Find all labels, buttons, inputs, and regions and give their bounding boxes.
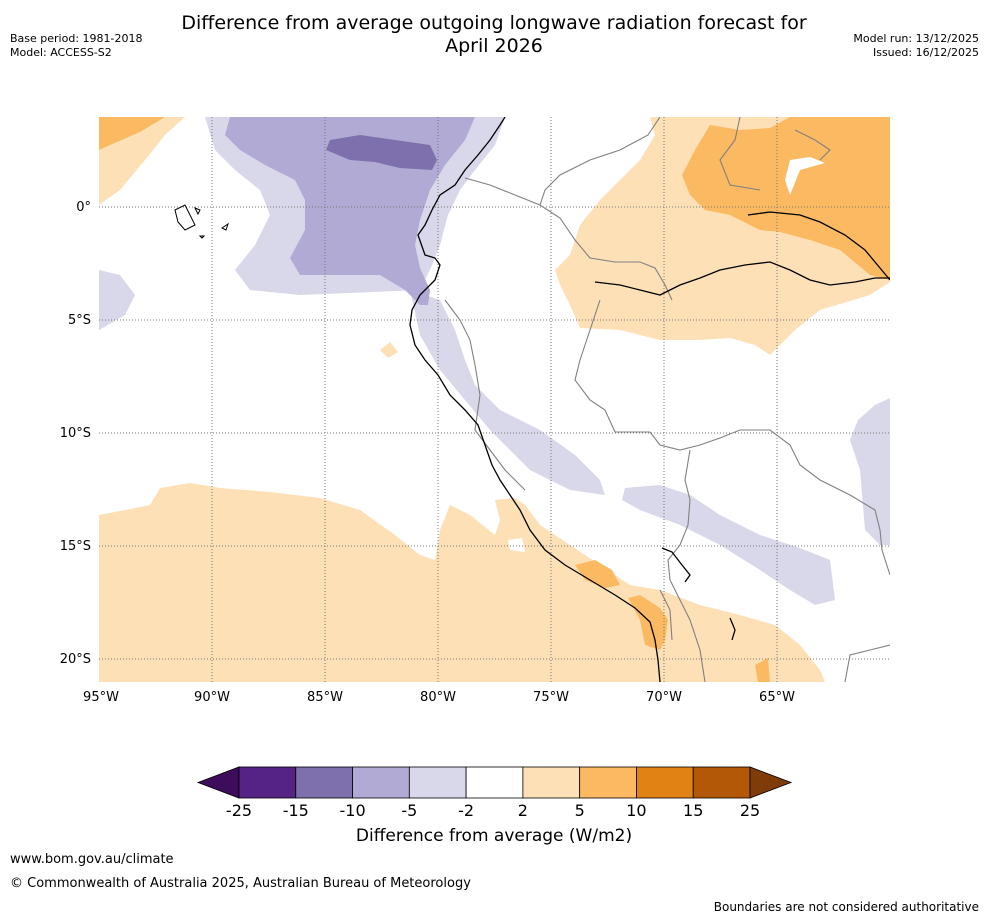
colorbar-tick-label: -25 [226, 801, 252, 820]
anomaly-white-hole [508, 538, 525, 552]
anomaly-mid-orange-s2 [628, 595, 668, 650]
anomaly-mid-orange-nw [99, 117, 165, 150]
colorbar-segment [238, 766, 297, 799]
lon-label-75w: 75°W [533, 690, 569, 705]
anomaly-mid-orange-s1 [575, 560, 620, 588]
colorbar-segment [636, 766, 694, 799]
anomaly-light-purple-coast [410, 290, 605, 495]
colorbar-title: Difference from average (W/m2) [355, 826, 633, 846]
title-line-2: April 2026 [445, 35, 543, 57]
colorbar-tick-label: 10 [626, 801, 646, 820]
map-area [99, 117, 890, 682]
anomaly-white-notch [785, 157, 825, 195]
colorbar-tick-label: 5 [575, 801, 585, 820]
colorbar-segment [579, 766, 637, 799]
anomaly-small-orange-patch [380, 342, 398, 358]
colorbar-segment [465, 766, 524, 799]
anomaly-mid-orange-ne [682, 117, 890, 280]
lon-label-90w: 90°W [194, 690, 230, 705]
footer-note: Boundaries are not considered authoritat… [713, 900, 979, 914]
colorbar-tick-label: 2 [518, 801, 528, 820]
anomaly-light-purple-east-edge [850, 398, 890, 545]
model-run: Model run: 13/12/2025 [853, 32, 979, 45]
meta-right: Model run: 13/12/2025 Issued: 16/12/2025 [853, 32, 979, 60]
base-period: Base period: 1981-2018 [10, 32, 143, 45]
colorbar: -25 -15 -10 -5 -2 2 5 10 15 25 [196, 766, 793, 820]
lat-label-5s: 5°S [68, 313, 91, 328]
chart-title: Difference from average outgoing longwav… [0, 12, 988, 58]
footer-copyright: © Commonwealth of Australia 2025, Austra… [10, 876, 471, 891]
lat-label-20s: 20°S [60, 652, 91, 667]
country-borders [444, 117, 890, 682]
galapagos-islands [174, 204, 229, 239]
colorbar-arrow-low [196, 766, 240, 799]
colorbar-tick-label: -15 [283, 801, 309, 820]
lat-label-10s: 10°S [60, 426, 91, 441]
title-line-1: Difference from average outgoing longwav… [181, 12, 807, 34]
issued-date: Issued: 16/12/2025 [872, 46, 979, 59]
anomaly-light-purple-interior [622, 485, 835, 605]
colorbar-tick-label: 25 [740, 801, 760, 820]
coastline [409, 117, 890, 682]
lat-label-0: 0° [76, 200, 91, 215]
lat-label-15s: 15°S [60, 539, 91, 554]
lon-label-85w: 85°W [307, 690, 343, 705]
colorbar-tick-label: -5 [401, 801, 417, 820]
colorbar-arrow-high [749, 766, 793, 799]
anomaly-dark-purple [326, 135, 437, 170]
colorbar-tick-label: -2 [458, 801, 474, 820]
footer-url: www.bom.gov.au/climate [10, 852, 174, 867]
meta-left: Base period: 1981-2018 Model: ACCESS-S2 [10, 32, 142, 60]
lon-label-65w: 65°W [759, 690, 795, 705]
lon-label-80w: 80°W [420, 690, 456, 705]
colorbar-segment [692, 766, 751, 799]
anomaly-mid-orange-s3 [755, 658, 770, 682]
colorbar-tick-label: 15 [683, 801, 703, 820]
colorbar-segment [522, 766, 581, 799]
lon-label-70w: 70°W [646, 690, 682, 705]
model-name: Model: ACCESS-S2 [10, 46, 112, 59]
colorbar-segment [295, 766, 353, 799]
gridlines [99, 117, 890, 682]
anomaly-light-purple-west [99, 270, 135, 330]
colorbar-segment [408, 766, 467, 799]
colorbar-segment [352, 766, 410, 799]
lon-label-95w: 95°W [83, 690, 119, 705]
colorbar-tick-label: -10 [339, 801, 365, 820]
